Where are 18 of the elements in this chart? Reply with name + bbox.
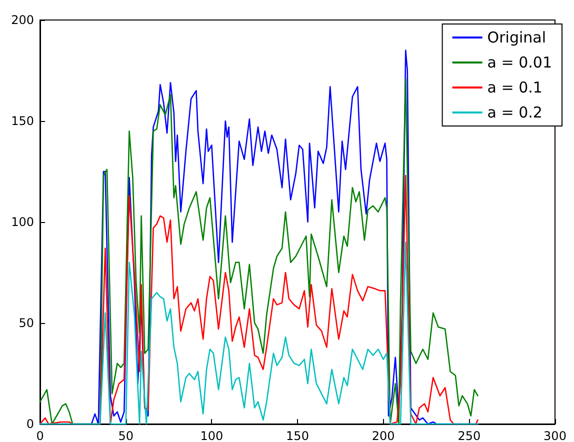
line-series	[39, 242, 478, 425]
y-tick-label: 200	[11, 13, 34, 27]
legend-label: Original	[487, 28, 546, 46]
x-tick-label: 0	[36, 429, 44, 442]
x-tick-label: 100	[200, 429, 224, 442]
legend-label: a = 0.2	[487, 104, 542, 122]
x-tick-label: 50	[118, 429, 134, 442]
y-tick-label: 0	[26, 417, 34, 431]
x-tick-label: 150	[286, 429, 309, 442]
x-tick-label: 200	[372, 429, 395, 442]
y-tick-label: 150	[11, 114, 34, 128]
line-series	[39, 174, 478, 425]
x-tick-label: 250	[458, 429, 481, 442]
legend-label: a = 0.1	[487, 78, 542, 96]
y-tick-label: 100	[11, 215, 34, 229]
x-tick-label: 300	[544, 429, 566, 442]
y-tick-label: 50	[18, 316, 34, 330]
legend-label: a = 0.01	[487, 54, 552, 72]
